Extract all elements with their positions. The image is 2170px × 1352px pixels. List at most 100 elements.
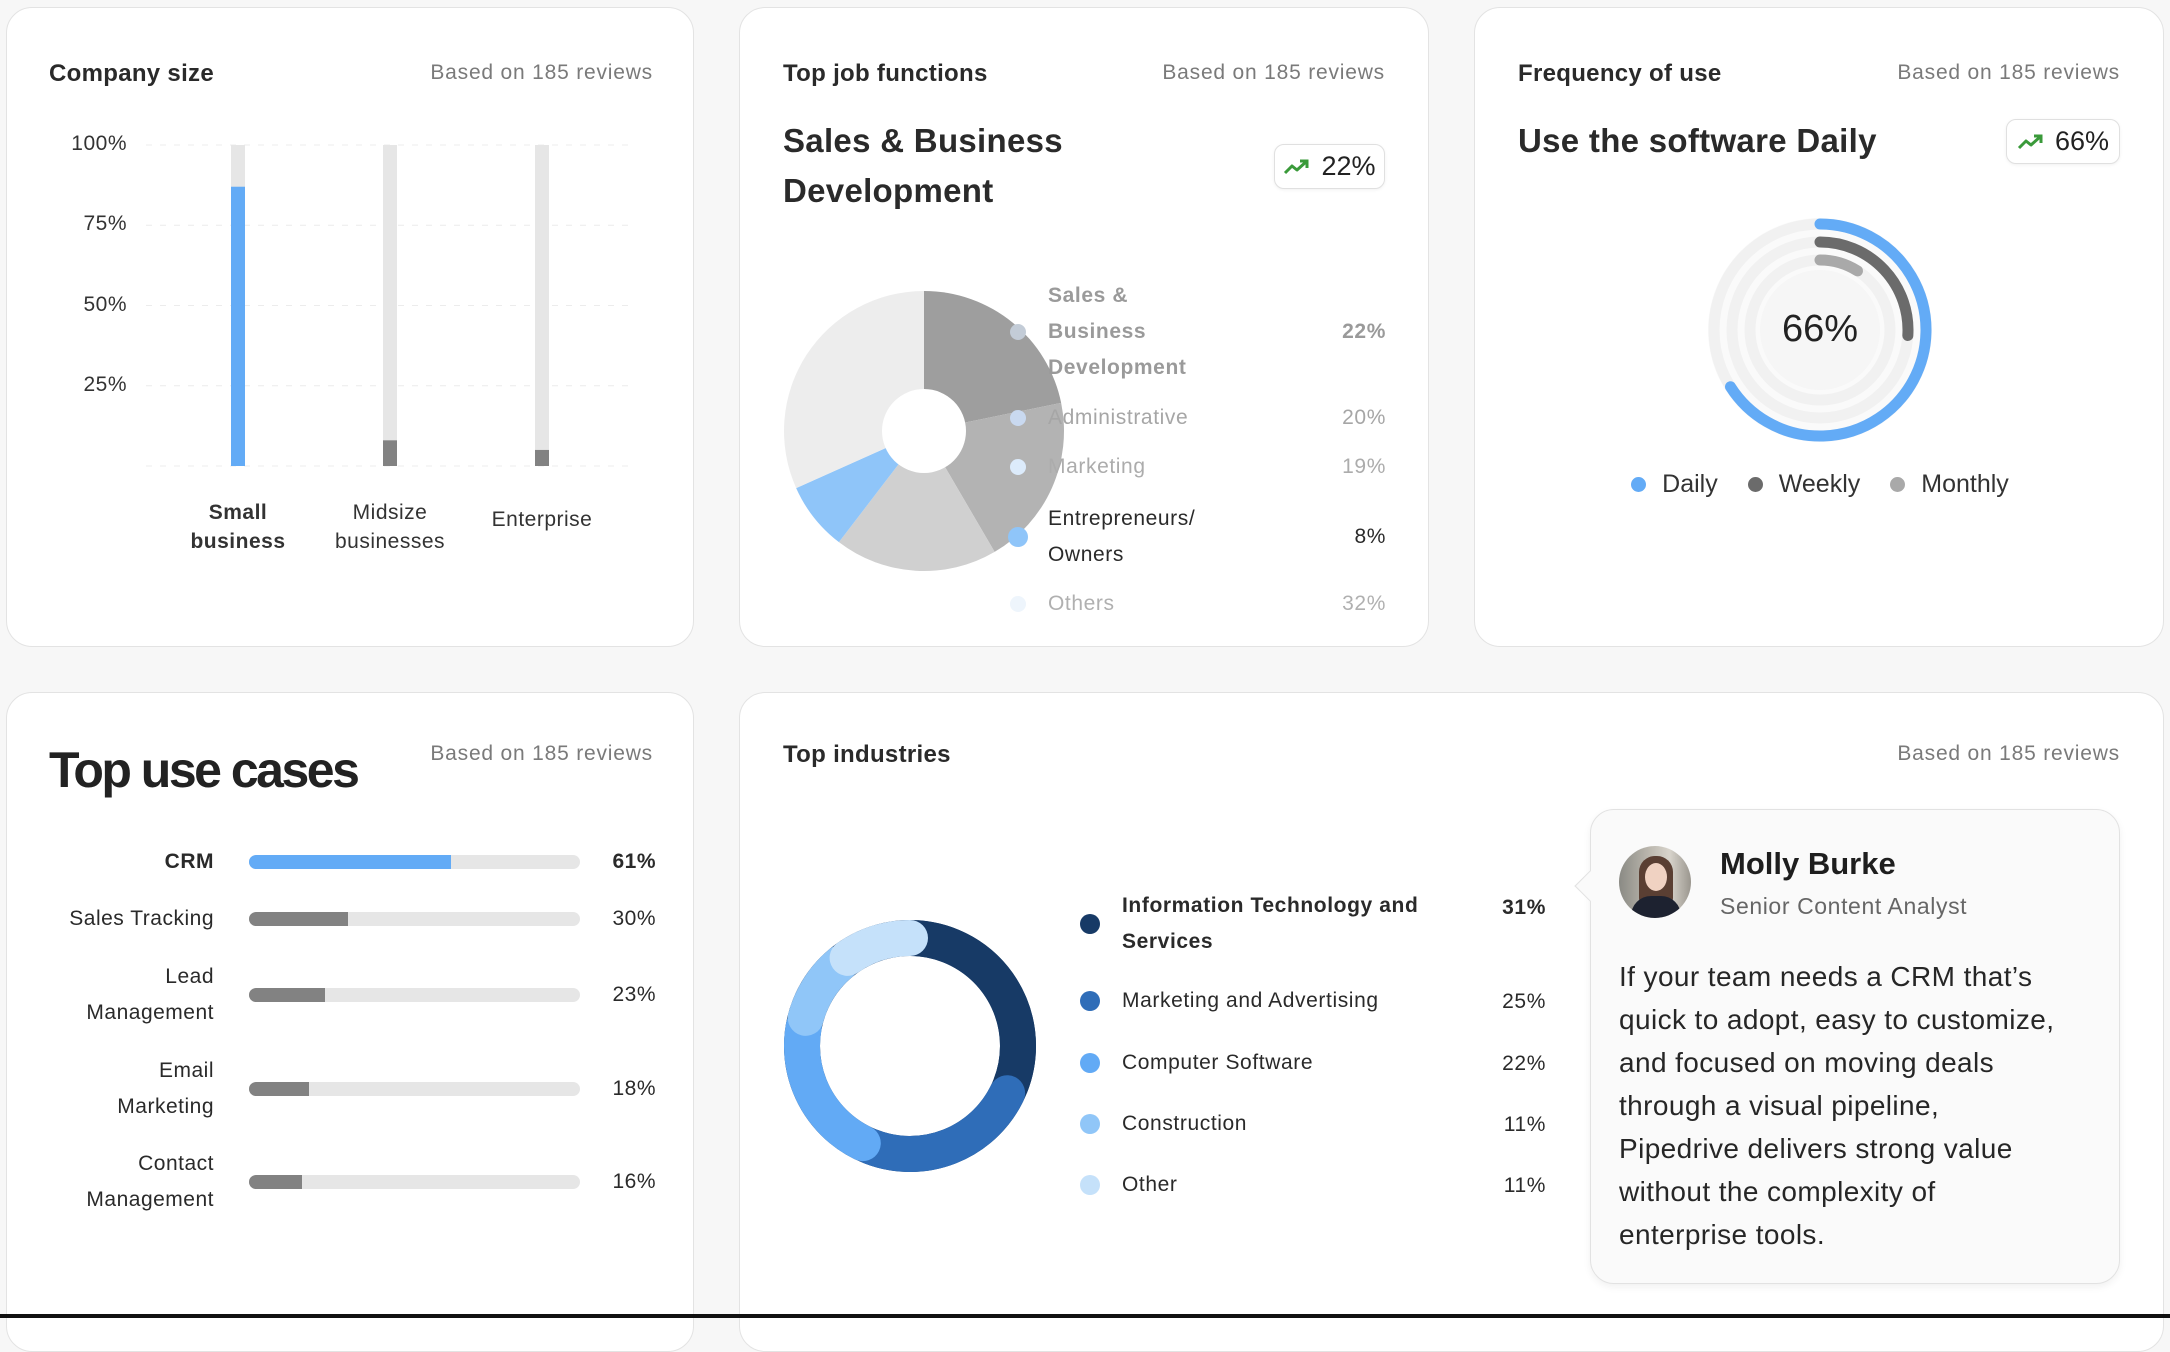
legend-dot: [1080, 1053, 1100, 1073]
use-case-label-line: Marketing: [117, 1095, 214, 1118]
frequency-card: Frequency of use Based on 185 reviews Us…: [1474, 7, 2164, 647]
heading-line: Sales & Business: [783, 122, 1063, 159]
legend-value: 11%: [1503, 1113, 1546, 1136]
card-title: Top industries: [783, 741, 951, 768]
job-functions-pie: [784, 291, 1064, 571]
legend-label-line: Marketing and Advertising: [1122, 989, 1379, 1012]
legend-label-line: Others: [1048, 592, 1115, 615]
legend-label: Weekly: [1778, 470, 1861, 498]
donut-segment[interactable]: [784, 1007, 881, 1162]
donut-segment[interactable]: [900, 920, 1036, 1104]
use-case-label-line: Email: [158, 1059, 214, 1082]
y-tick-label: 25%: [83, 372, 127, 396]
bar-small-business[interactable]: [231, 186, 245, 467]
legend-item[interactable]: Administrative 20%: [1010, 400, 1386, 436]
review-count: Based on 185 reviews: [1897, 742, 2120, 765]
ring-center: [1760, 270, 1880, 390]
legend-dot: [1747, 477, 1763, 492]
use-case-bar-fill: [249, 988, 326, 1002]
legend-value: 22%: [1502, 1052, 1546, 1075]
legend-item[interactable]: Entrepreneurs/Owners 8%: [1008, 501, 1386, 573]
legend-item[interactable]: Sales & Business Development 22%: [1010, 278, 1386, 386]
donut-segment[interactable]: [852, 1075, 1026, 1172]
frequency-legend: Daily Weekly Monthly: [1475, 470, 2165, 499]
donut-segment[interactable]: [829, 920, 928, 976]
legend-item[interactable]: Others 32%: [1010, 586, 1386, 622]
bar-track: [535, 145, 549, 466]
legend-dot: [1080, 914, 1100, 934]
legend-dot: [1890, 477, 1906, 492]
legend-label: Others: [1048, 586, 1342, 622]
x-label-line: business: [190, 530, 286, 553]
legend-value: 31%: [1502, 896, 1546, 919]
use-case-label: Contact Management: [14, 1146, 214, 1218]
legend-label-line: Entrepreneurs/: [1048, 507, 1196, 530]
legend-value: 19%: [1342, 455, 1386, 478]
x-label-line: Midsize: [352, 501, 428, 524]
legend-item[interactable]: Information Technology and Services 31%: [1080, 888, 1546, 960]
legend-value: 32%: [1342, 592, 1386, 615]
industries-card: Top industries Based on 185 reviews Info…: [739, 692, 2164, 1352]
review-count: Based on 185 reviews: [430, 742, 653, 765]
badge-value: 22%: [1321, 151, 1376, 181]
use-case-label-line: CRM: [164, 850, 214, 873]
bar-midsize-businesses[interactable]: [383, 440, 397, 466]
legend-item[interactable]: Weekly: [1747, 470, 1861, 499]
review-count: Based on 185 reviews: [1897, 61, 2120, 84]
bar-track: [383, 145, 397, 466]
legend-item[interactable]: Other 11%: [1080, 1166, 1546, 1204]
legend-item[interactable]: Marketing 19%: [1010, 449, 1386, 485]
legend-label-line: Sales &: [1048, 284, 1129, 307]
legend-item[interactable]: Marketing and Advertising 25%: [1080, 982, 1546, 1020]
ring-weekly[interactable]: [1814, 236, 1914, 342]
speech-pointer: [1574, 870, 1606, 902]
heading-line: Development: [783, 172, 994, 209]
review-count: Based on 185 reviews: [1162, 61, 1385, 84]
legend-dot: [1080, 991, 1100, 1011]
use-case-percent: 61%: [612, 850, 656, 873]
use-case-percent: 16%: [612, 1170, 656, 1193]
legend-item[interactable]: Computer Software 22%: [1080, 1044, 1546, 1082]
x-label-line: Enterprise: [491, 508, 593, 531]
legend-item[interactable]: Daily: [1631, 470, 1718, 499]
pie-slice[interactable]: [838, 431, 995, 571]
company-size-chart: [146, 144, 631, 467]
reviewer-name: Molly Burke: [1720, 846, 1896, 881]
use-case-label: Email Marketing: [14, 1053, 214, 1125]
y-tick-label: 50%: [83, 292, 127, 316]
quote-line: quick to adopt, easy to customize,: [1619, 1004, 2055, 1035]
reviewer-role: Senior Content Analyst: [1720, 893, 1968, 919]
legend-item[interactable]: Construction 11%: [1080, 1105, 1546, 1143]
legend-label: Marketing and Advertising: [1122, 983, 1502, 1019]
review-count: Based on 185 reviews: [430, 61, 653, 84]
use-case-bar-track: [249, 855, 580, 869]
use-case-bar-track: [249, 1175, 580, 1189]
card-title: Frequency of use: [1518, 60, 1722, 87]
use-case-bar-fill: [249, 855, 451, 869]
avatar-body: [1631, 896, 1681, 918]
bottom-edge: [0, 1314, 2170, 1318]
legend-label-line: Computer Software: [1122, 1051, 1314, 1074]
legend-item[interactable]: Monthly: [1890, 470, 2009, 499]
quote-line: without the complexity of: [1619, 1176, 1936, 1207]
legend-label-line: Owners: [1048, 543, 1124, 566]
legend-label-line: Information Technology and: [1122, 894, 1419, 917]
percentage-badge: 66%: [2006, 119, 2120, 164]
legend-dot: [1631, 477, 1647, 492]
avatar: [1619, 846, 1691, 918]
ring-daily[interactable]: [1725, 218, 1932, 442]
x-tick-label: Enterprise: [452, 505, 632, 534]
quote-line: and focused on moving deals: [1619, 1047, 1995, 1078]
bar-enterprise[interactable]: [535, 449, 549, 466]
pie-slice[interactable]: [924, 291, 1062, 431]
quote-line: enterprise tools.: [1619, 1219, 1826, 1250]
pie-slice[interactable]: [796, 431, 924, 543]
quote-line: If your team needs a CRM that’s: [1619, 961, 2033, 992]
x-label-line: Small: [208, 501, 268, 524]
use-case-label-line: Lead: [165, 965, 214, 988]
legend-label-line: Administrative: [1048, 406, 1189, 429]
use-case-label: CRM: [14, 844, 214, 880]
use-case-bar-fill: [249, 912, 349, 926]
ring-monthly[interactable]: [1814, 254, 1864, 277]
legend-label: Sales & Business Development: [1048, 278, 1342, 386]
